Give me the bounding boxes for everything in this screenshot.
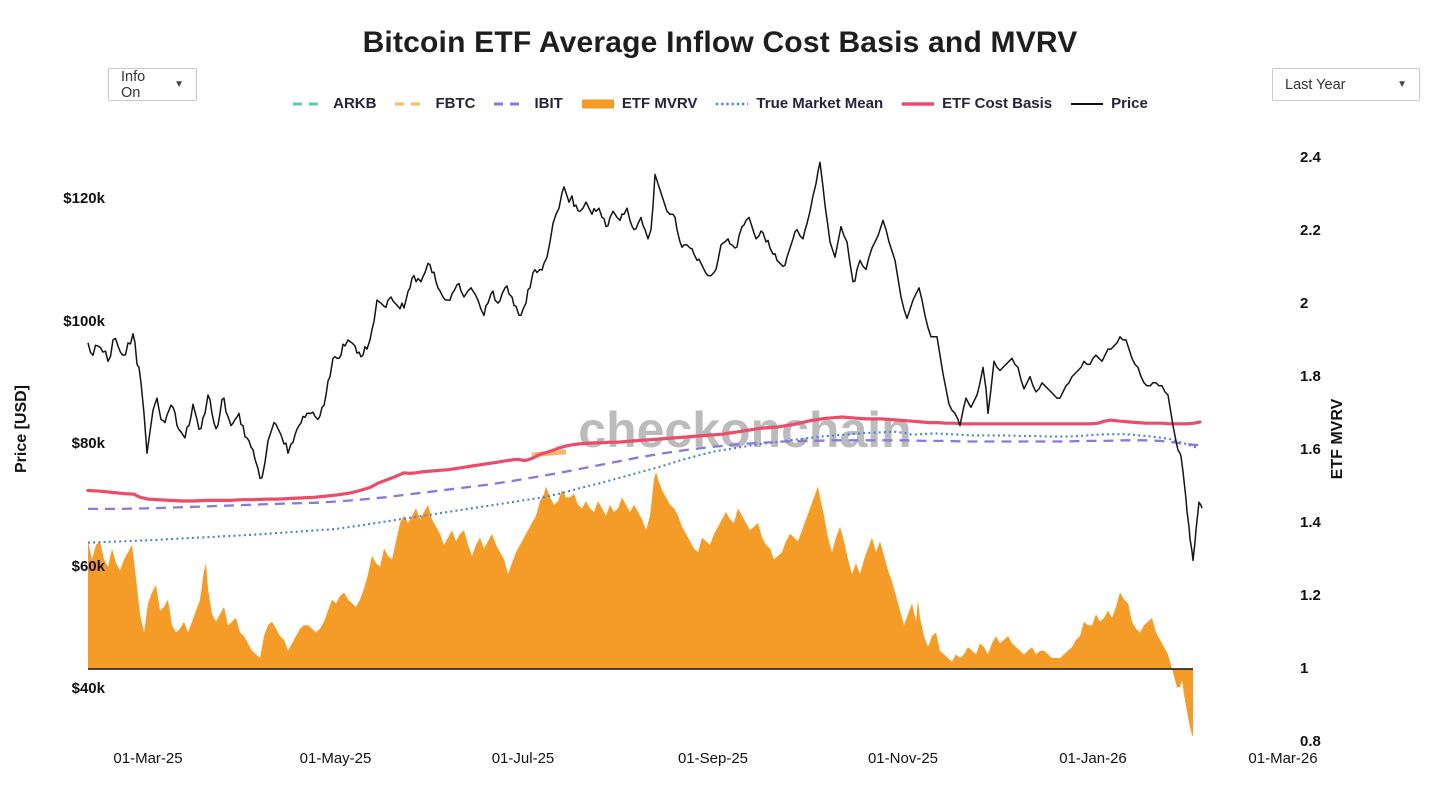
price-tick-label: $120k bbox=[63, 190, 105, 207]
legend-item-price[interactable]: Price bbox=[1070, 95, 1148, 112]
legend-swatch-icon bbox=[716, 102, 749, 105]
mvrv-tick-label: 1.4 bbox=[1300, 514, 1321, 531]
price-axis-title: Price [USD] bbox=[13, 384, 30, 474]
mvrv-axis-title: ETF MVRV bbox=[1329, 398, 1346, 480]
price-tick-label: $100k bbox=[63, 312, 105, 330]
mvrv-tick-label: 1.8 bbox=[1300, 368, 1321, 385]
mvrv-tick-label: 1.6 bbox=[1300, 441, 1321, 458]
legend-item-etf-mvrv[interactable]: ETF MVRV bbox=[581, 95, 698, 112]
etf-cost-basis-line bbox=[86, 415, 1202, 503]
date-tick-label: 01-Mar-26 bbox=[1248, 750, 1318, 767]
date-tick-label: 01-May-25 bbox=[299, 750, 372, 767]
info-dropdown[interactable]: Info On ▼ bbox=[108, 68, 197, 101]
date-tick-label: 01-Jan-26 bbox=[1059, 750, 1127, 767]
legend-item-fbtc[interactable]: FBTC bbox=[394, 95, 475, 112]
legend-item-ibit[interactable]: IBIT bbox=[493, 95, 563, 112]
mvrv-tick-label: 2.2 bbox=[1300, 222, 1321, 239]
date-tick-label: 01-Nov-25 bbox=[867, 750, 939, 767]
mvrv-tick-label: 2 bbox=[1300, 295, 1309, 312]
legend-item-label: ARKB bbox=[333, 95, 377, 112]
price-tick-label: $60k bbox=[71, 557, 105, 575]
price-tick-label: $40k bbox=[71, 680, 105, 697]
mvrv-tick-label: 1.2 bbox=[1300, 587, 1321, 604]
mvrv-tick-label: 1 bbox=[1300, 660, 1309, 677]
legend-item-label: ETF Cost Basis bbox=[942, 95, 1053, 112]
chevron-down-icon: ▼ bbox=[174, 79, 184, 90]
legend-item-label: ETF MVRV bbox=[621, 95, 698, 112]
legend-item-arkb[interactable]: ARKB bbox=[292, 95, 376, 112]
legend-item-label: Price bbox=[1111, 95, 1148, 112]
price-line bbox=[87, 161, 1203, 562]
date-tick-label: 01-Sep-25 bbox=[677, 750, 749, 767]
legend-item-label: FBTC bbox=[435, 95, 476, 112]
ibit-line bbox=[88, 439, 1200, 511]
legend-item-label: True Market Mean bbox=[756, 95, 884, 112]
price-tick-label: $80k bbox=[71, 435, 105, 452]
page-title: Bitcoin ETF Average Inflow Cost Basis an… bbox=[362, 26, 1078, 59]
legend-swatch-icon bbox=[581, 99, 614, 108]
chart-legend: ARKB FBTC IBIT ETF MVRV True Market Mean ETF … bbox=[0, 95, 1440, 112]
timerange-dropdown[interactable]: Last Year ▼ bbox=[1272, 68, 1420, 101]
date-tick-label: 01-Jul-25 bbox=[491, 750, 555, 767]
true-market-mean-line bbox=[87, 430, 1200, 544]
legend-swatch-icon bbox=[1071, 102, 1104, 105]
info-dropdown-label: Info On bbox=[121, 68, 146, 101]
legend-swatch-icon bbox=[902, 101, 935, 106]
legend-item-label: IBIT bbox=[534, 95, 563, 112]
chevron-down-icon: ▼ bbox=[1397, 79, 1407, 90]
date-tick-label: 01-Mar-25 bbox=[113, 750, 183, 767]
timerange-dropdown-label: Last Year bbox=[1285, 76, 1346, 93]
mvrv-tick-label: 2.4 bbox=[1300, 149, 1321, 166]
legend-swatch-icon bbox=[293, 102, 326, 105]
mvrv-tick-label: 0.8 bbox=[1300, 733, 1321, 750]
etf-mvrv-area bbox=[88, 471, 1193, 737]
legend-swatch-icon bbox=[395, 102, 428, 105]
legend-item-etf-cost-basis[interactable]: ETF Cost Basis bbox=[901, 95, 1052, 112]
legend-swatch-icon bbox=[494, 102, 527, 105]
legend-item-true-market-mean[interactable]: True Market Mean bbox=[715, 95, 883, 112]
